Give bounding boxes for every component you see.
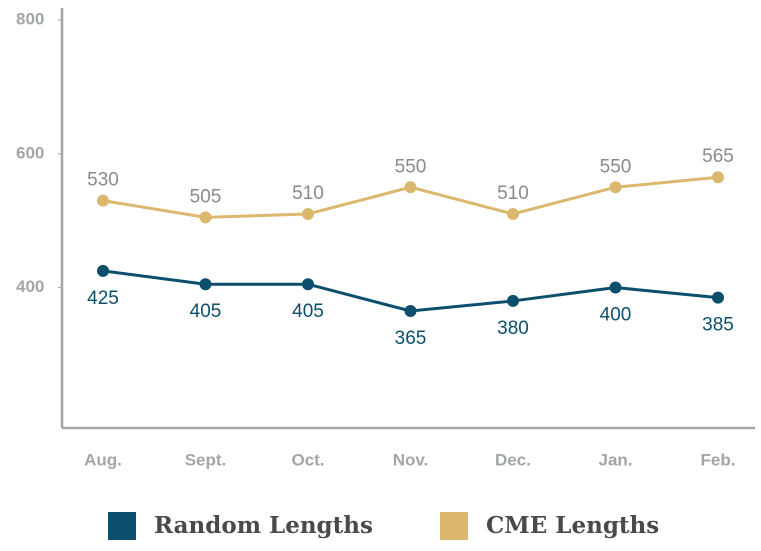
data-label: 400 [600,305,632,326]
x-tick-label: Feb. [701,450,736,469]
data-label: 550 [600,156,632,177]
data-label: 510 [497,183,529,204]
data-point [199,278,212,291]
data-point [97,264,109,277]
y-tick-label: 800 [16,10,44,29]
data-label: 425 [87,288,119,309]
data-point [712,291,724,304]
data-point [302,278,314,291]
data-label: 365 [395,328,427,349]
data-label: 505 [190,186,222,207]
data-label: 405 [292,301,324,322]
data-point [609,181,622,194]
x-tick-label: Dec. [495,450,531,469]
y-tick-label: 600 [16,143,44,162]
data-point [712,171,724,184]
data-label: 530 [87,170,119,191]
legend-swatch [108,512,136,540]
data-label: 510 [292,183,324,204]
data-point [97,194,109,207]
x-tick-label: Aug. [84,450,122,469]
data-point [404,181,417,194]
data-point [609,281,622,294]
data-label: 550 [395,156,427,177]
x-tick-label: Oct. [291,450,324,469]
legend-swatch [440,512,468,540]
y-tick-label: 400 [16,277,44,296]
data-point [404,304,417,317]
data-label: 380 [497,318,529,339]
data-point [507,207,519,220]
legend-label: Random Lengths [154,512,373,539]
data-label: 565 [702,146,734,167]
data-point [302,207,314,220]
x-tick-label: Sept. [185,450,227,469]
x-tick-label: Jan. [598,450,632,469]
x-tick-label: Nov. [393,450,429,469]
data-label: 385 [702,315,734,336]
data-label: 405 [190,301,222,322]
legend-label: CME Lengths [486,512,659,539]
data-point [507,294,519,307]
data-point [199,211,212,224]
